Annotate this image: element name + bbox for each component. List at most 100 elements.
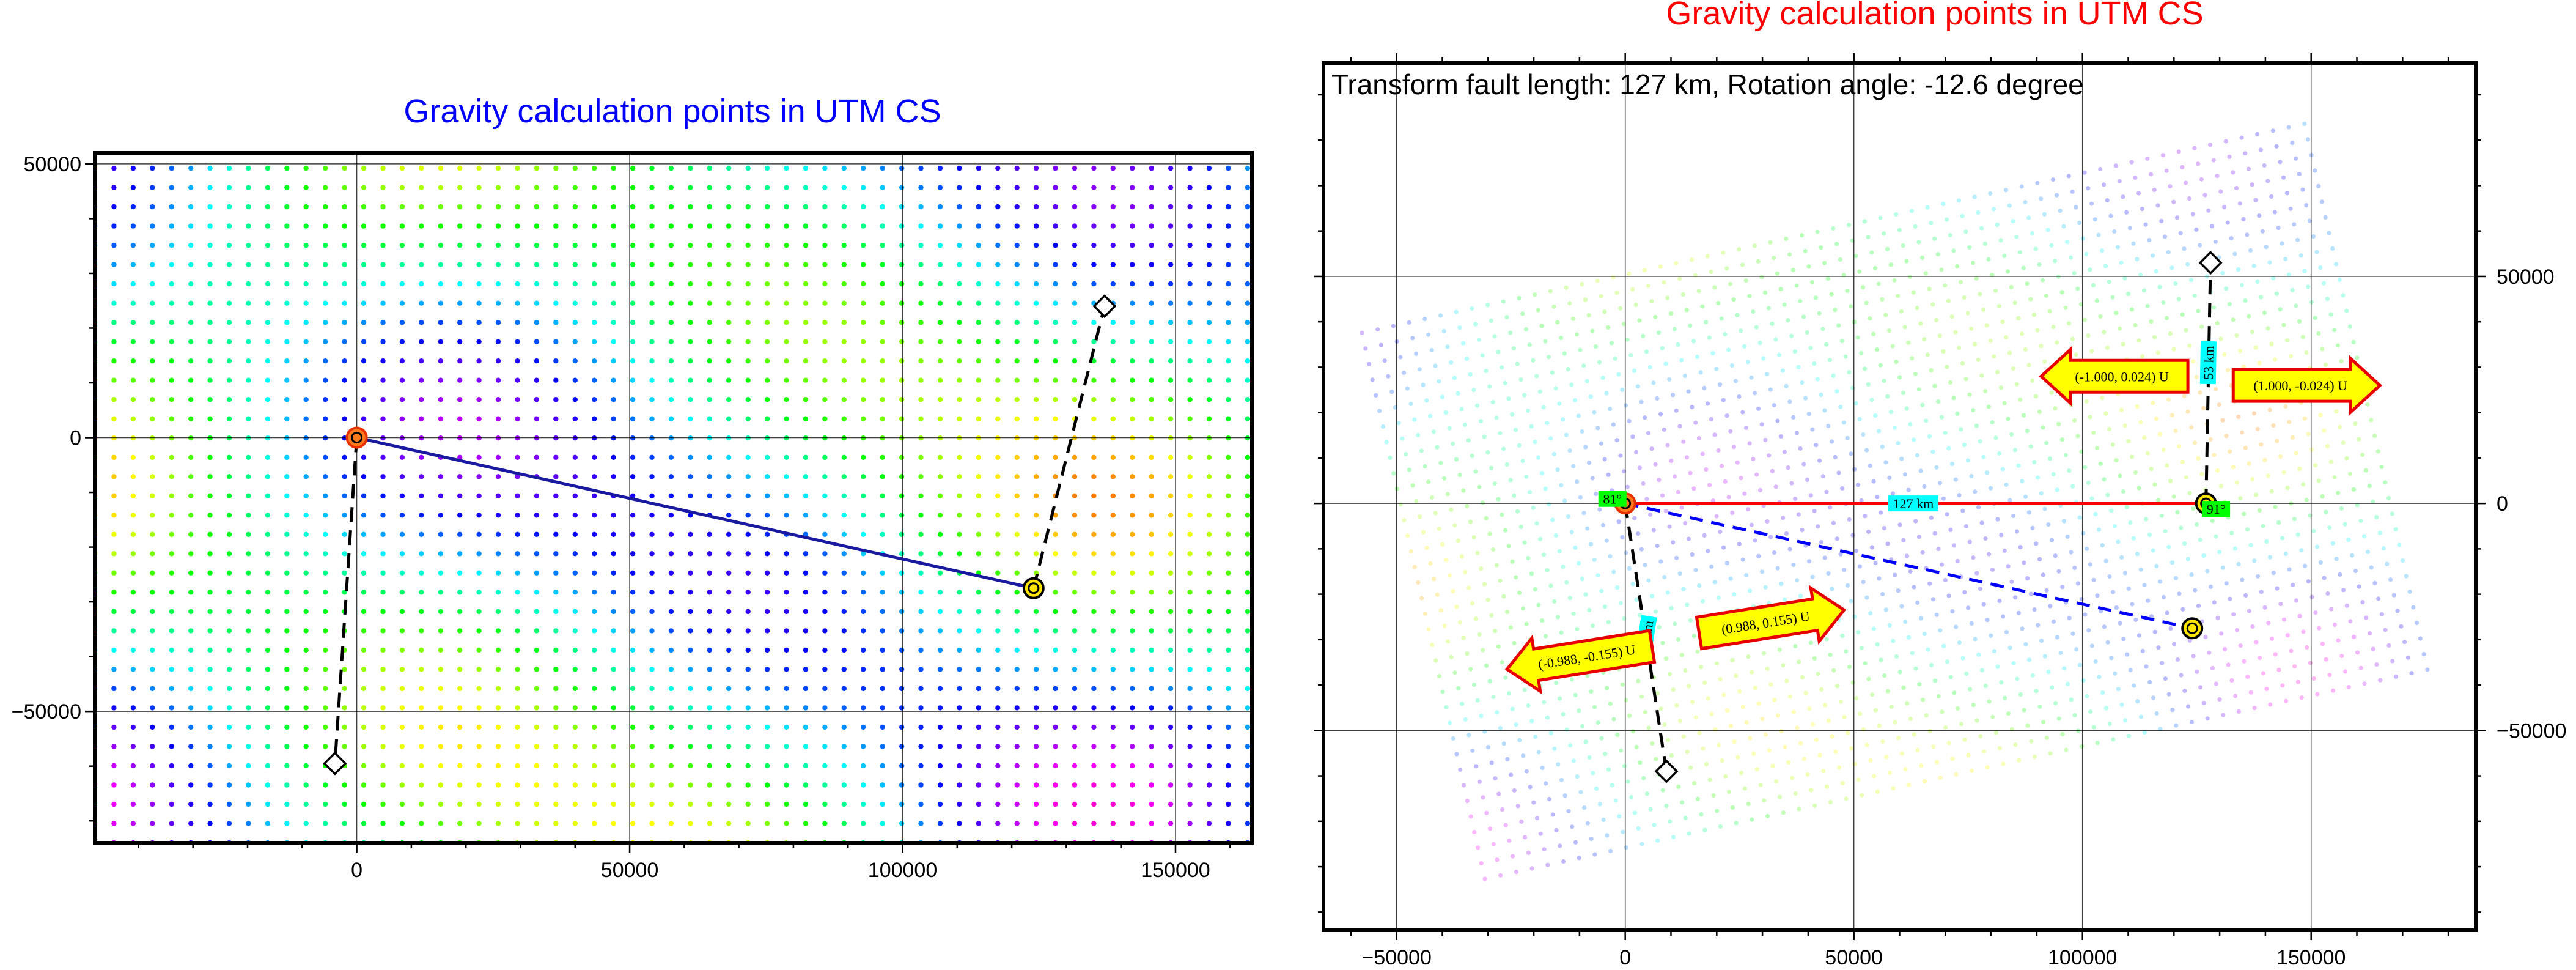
calc-point: [1864, 742, 1869, 747]
calc-point: [1638, 613, 1643, 618]
calc-point: [380, 782, 386, 788]
calc-point: [1885, 689, 1890, 694]
calc-point: [438, 763, 443, 769]
calc-point: [764, 416, 770, 421]
calc-point: [1696, 289, 1701, 294]
calc-point: [457, 705, 463, 711]
calc-point: [918, 590, 924, 595]
calc-point: [1720, 758, 1724, 763]
calc-point: [1643, 710, 1647, 715]
calc-point: [1206, 782, 1212, 788]
calc-point: [1533, 292, 1537, 297]
calc-point: [2105, 345, 2110, 350]
calc-point: [2355, 503, 2360, 508]
calc-point: [630, 300, 636, 306]
calc-point: [1149, 474, 1154, 479]
calc-point: [1426, 627, 1431, 632]
arrow-label: (-1.000, 0.024) U: [2075, 369, 2168, 384]
calc-point: [1677, 424, 1682, 429]
calc-point: [2055, 340, 2059, 345]
calc-point: [2335, 343, 2341, 348]
calc-point: [2334, 557, 2339, 561]
calc-point: [1187, 513, 1193, 518]
calc-point: [226, 223, 232, 229]
calc-point: [1896, 294, 1901, 298]
calc-point: [1806, 412, 1811, 417]
calc-point: [2295, 237, 2300, 242]
calc-point: [572, 474, 578, 479]
calc-point: [2208, 143, 2213, 147]
calc-point: [265, 493, 271, 498]
calc-point: [1524, 474, 1529, 479]
calc-point: [995, 204, 1001, 210]
calc-point: [1206, 590, 1212, 595]
calc-point: [1130, 744, 1135, 749]
calc-point: [1130, 513, 1135, 518]
calc-point: [1845, 288, 1850, 293]
calc-point: [1470, 453, 1474, 459]
calc-point: [303, 513, 309, 518]
calc-point: [1974, 718, 1979, 723]
calc-point: [2291, 582, 2295, 588]
calc-point: [2206, 208, 2211, 213]
calc-point: [553, 590, 559, 595]
calc-point: [841, 358, 847, 364]
x-tick-label: 50000: [601, 859, 659, 882]
calc-point: [1518, 377, 1523, 382]
calc-point: [2072, 713, 2077, 717]
calc-point: [1700, 304, 1705, 309]
calc-point: [2215, 320, 2220, 326]
calc-point: [976, 474, 982, 479]
calc-point: [169, 339, 174, 344]
calc-point: [784, 705, 789, 711]
calc-point: [1408, 549, 1413, 554]
calc-point: [2070, 631, 2075, 636]
calc-point: [2000, 319, 2005, 324]
calc-point: [2220, 565, 2226, 570]
calc-point: [438, 281, 443, 287]
calc-point: [1506, 396, 1511, 401]
calc-point: [2006, 711, 2011, 716]
calc-point: [515, 801, 520, 807]
calc-point: [707, 821, 713, 826]
calc-point: [2276, 520, 2281, 525]
calc-point: [226, 454, 232, 460]
calc-point: [2214, 387, 2218, 391]
calc-point: [476, 262, 482, 267]
calc-point: [2170, 708, 2175, 713]
calc-point: [1909, 209, 1914, 213]
calc-point: [1992, 649, 1997, 654]
calc-point: [1492, 481, 1497, 486]
calc-point: [1871, 331, 1876, 336]
calc-point: [2255, 426, 2260, 431]
calc-point: [1053, 705, 1058, 711]
calc-point: [726, 628, 732, 634]
calc-point: [1838, 257, 1842, 262]
calc-point: [2051, 619, 2056, 624]
calc-point: [1948, 232, 1952, 238]
calc-point: [1072, 397, 1078, 402]
calc-point: [937, 551, 943, 557]
calc-point: [2386, 643, 2391, 648]
calc-point: [2048, 604, 2053, 609]
calc-point: [611, 474, 616, 479]
calc-point: [995, 590, 1001, 595]
calc-point: [1868, 611, 1873, 616]
calc-point: [2365, 549, 2371, 555]
calc-point: [899, 454, 905, 460]
calc-point: [1962, 737, 1967, 742]
calc-point: [1932, 678, 1938, 683]
calc-point: [1819, 392, 1823, 398]
calc-point: [2365, 402, 2370, 407]
calc-point: [1513, 428, 1518, 432]
calc-point: [1524, 769, 1529, 774]
calc-point: [2081, 678, 2086, 683]
calc-point: [2149, 172, 2154, 177]
calc-point: [207, 416, 213, 421]
calc-point: [2162, 234, 2168, 239]
calc-point: [399, 705, 405, 711]
calc-point: [1780, 368, 1785, 373]
calc-point: [630, 531, 636, 537]
calc-point: [861, 262, 866, 267]
